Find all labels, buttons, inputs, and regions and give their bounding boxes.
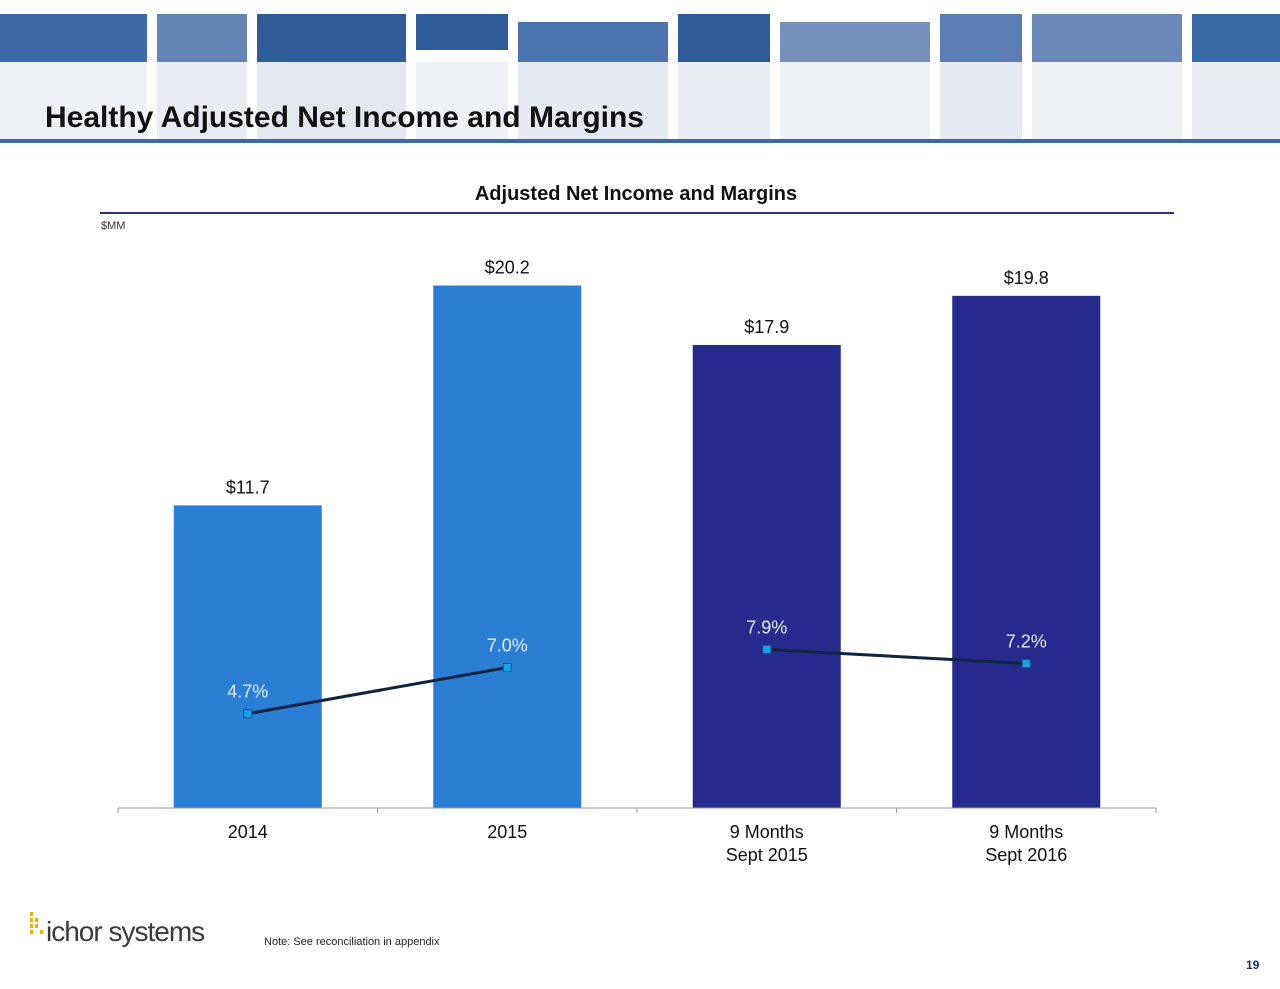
y-unit-label: $MM [101,220,126,232]
bar-value-label-1: $20.2 [485,257,530,277]
bar-value-label-0: $11.7 [226,477,270,497]
margin-point-2 [762,644,772,654]
bar-value-label-3: $19.8 [1004,268,1049,288]
x-tick-label-3-0: 9 Months [989,822,1063,842]
margin-point-3 [1021,659,1031,669]
margin-label-0: 4.7% [227,682,268,702]
slide-title: Healthy Adjusted Net Income and Margins [45,101,644,134]
chart-title: Adjusted Net Income and Margins [474,183,798,205]
margin-label-2: 7.9% [746,617,787,637]
x-tick-label-3-1: Sept 2016 [985,845,1067,865]
margin-point-0 [243,709,253,719]
x-tick-label-2-1: Sept 2015 [726,845,808,865]
page-number: 19 [1246,958,1260,972]
x-tick-label-0-0: 2014 [228,822,268,842]
logo-wordmark: ichor systems [46,916,205,947]
margin-label-1: 7.0% [487,636,528,656]
chart-title-rule [100,212,1174,214]
bar-3 [952,295,1101,809]
bar-2 [692,344,841,808]
header-band [0,0,1280,145]
footnote: Note: See reconciliation in appendix [264,936,440,948]
margin-label-3: 7.2% [1006,632,1047,652]
logo-mark-icon [30,912,43,934]
x-tick-label-1-0: 2015 [487,822,527,842]
bar-value-label-2: $17.9 [744,317,789,337]
margin-line-segment-1 [766,647,1027,666]
margin-line-segment-0 [247,666,508,716]
margin-point-1 [502,663,512,673]
bar-0 [173,505,322,808]
x-tick-label-2-0: 9 Months [730,822,804,842]
company-logo: ichor systems [28,908,238,958]
bar-1 [433,285,582,808]
